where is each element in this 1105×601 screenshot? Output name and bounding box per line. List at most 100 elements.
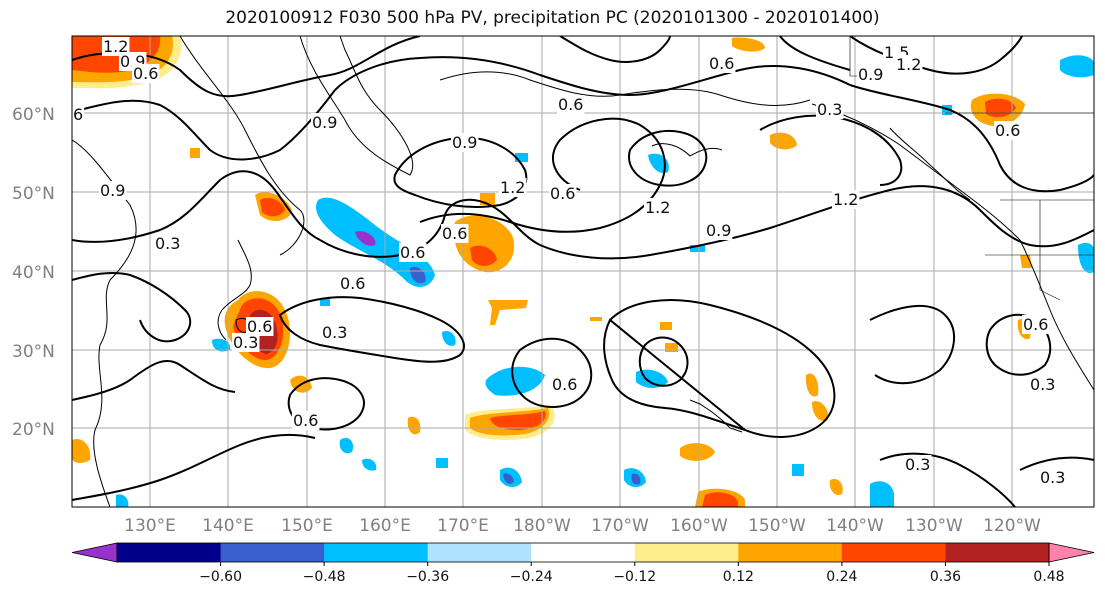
- contour-label-halo: [708, 54, 736, 73]
- contour-label: 0.6: [340, 274, 365, 293]
- contour-label: 0.6: [550, 184, 575, 203]
- lon-label: 150°W: [748, 516, 806, 536]
- contour-label: 0.6: [552, 375, 577, 394]
- contour-label: 0.6: [442, 224, 467, 243]
- contour-label-halo: [232, 333, 260, 352]
- contour-label: 6: [73, 105, 83, 124]
- colorbar-tick-label: −0.36: [406, 569, 449, 585]
- colorbar-segment: [324, 543, 429, 562]
- longitude-labels: 130°E 140°E 150°E 160°E 170°E 180°W 170°…: [124, 516, 1041, 536]
- contour-label: 0.9: [858, 65, 883, 84]
- pv-contours: [72, 36, 1094, 507]
- contour-label: 1.2: [500, 178, 525, 197]
- contour-label-halo: [895, 55, 923, 74]
- lat-label-40n: 40°N: [12, 263, 55, 283]
- lat-label-50n: 50°N: [12, 184, 55, 204]
- contour-label-halo: [557, 95, 585, 114]
- colorbar-segment: [220, 543, 325, 562]
- contour-label-halo: [904, 455, 932, 474]
- lon-label: 130°E: [124, 516, 176, 536]
- contour-label: 0.3: [322, 323, 347, 342]
- lat-label-60n: 60°N: [12, 105, 55, 125]
- lon-label: 140°W: [826, 516, 884, 536]
- contour-label: 0.3: [905, 455, 930, 474]
- lon-label: 120°W: [983, 516, 1041, 536]
- lat-label-30n: 30°N: [12, 342, 55, 362]
- contour-label-halo: [1039, 468, 1067, 487]
- contour-label: 1.2: [645, 198, 670, 217]
- contour-label-halo: [857, 65, 885, 84]
- contour-label: 0.9: [452, 133, 477, 152]
- colorbar-segment: [531, 543, 636, 562]
- contour-label-halo: [1029, 375, 1057, 394]
- contour-label-halo: [832, 190, 860, 209]
- borders: [849, 36, 1094, 301]
- contour-label: 0.6: [995, 121, 1020, 140]
- contour-label: 1.2: [103, 37, 128, 56]
- contour-label-halo: [72, 105, 85, 124]
- lon-label: 140°E: [202, 516, 254, 536]
- lon-label: 130°W: [905, 516, 963, 536]
- colorbar-tick-label: −0.48: [303, 569, 346, 585]
- contour-label: 0.3: [155, 234, 180, 253]
- contour-label-halo: [451, 133, 479, 152]
- colorbar-tick-label: −0.12: [613, 569, 656, 585]
- contour-label-halo: [994, 121, 1022, 140]
- colorbar-tick-label: −0.60: [199, 569, 242, 585]
- colorbar-extend-low: [71, 542, 118, 563]
- lon-label: 170°W: [591, 516, 649, 536]
- contour-label-halo: [292, 411, 320, 430]
- contour-label: 0.9: [100, 181, 125, 200]
- lon-label: 180°W: [513, 516, 571, 536]
- map-frame: [71, 35, 1095, 508]
- colorbar-segment: [738, 543, 843, 562]
- contour-label-halo: [321, 323, 349, 342]
- contour-label-halo: [99, 181, 127, 200]
- contour-label: 0.3: [233, 333, 258, 352]
- contour-label: 0.3: [1030, 375, 1055, 394]
- colorbar-segment: [634, 543, 739, 562]
- contour-label-halo: [816, 100, 844, 119]
- colorbar-tick-label: 0.12: [723, 569, 754, 585]
- contour-label-halo: [499, 178, 527, 197]
- contour-label: 0.6: [1023, 315, 1048, 334]
- colorbar-tick-label: −0.24: [510, 569, 553, 585]
- lat-label-20n: 20°N: [12, 420, 55, 440]
- contour-label-halo: [246, 317, 274, 336]
- colorbar-extend-high: [1048, 542, 1095, 563]
- colorbar-segment: [427, 543, 532, 562]
- contour-label-halo: [551, 375, 579, 394]
- lon-label: 160°E: [359, 516, 411, 536]
- contour-label-halo: [399, 243, 427, 262]
- gridlines: [72, 36, 1094, 507]
- contour-label-halo: [339, 274, 367, 293]
- colorbar: −0.60 −0.48 −0.36 −0.24 −0.12 0.12 0.24 0.36 0.4…: [71, 542, 1095, 585]
- contour-label: 1.2: [896, 55, 921, 74]
- map-title: 2020100912 F030 500 hPa PV, precipitatio…: [225, 8, 880, 28]
- contour-labels: 1.2 0.9 0.6 6 0.9 0.9 0.3 0.6 0.6 0.6 0.…: [72, 37, 1067, 487]
- colorbar-segment: [117, 543, 222, 562]
- contour-label: 0.6: [558, 95, 583, 114]
- contour-label-halo: [154, 234, 182, 253]
- contour-label-halo: [132, 64, 160, 83]
- contour-label-halo: [441, 224, 469, 243]
- contour-label: 0.6: [293, 411, 318, 430]
- contour-label-halo: [102, 37, 130, 56]
- contour-label: 0.3: [1040, 468, 1065, 487]
- contour-label: 0.6: [400, 243, 425, 262]
- contour-label: 0.6: [709, 54, 734, 73]
- contour-label-halo: [311, 113, 339, 132]
- colorbar-outline: [116, 542, 1050, 563]
- contour-label: 1.2: [833, 190, 858, 209]
- contour-label: 0.3: [817, 100, 842, 119]
- lon-label: 170°E: [437, 516, 489, 536]
- lon-label: 160°W: [670, 516, 728, 536]
- colorbar-segment: [841, 543, 946, 562]
- contour-label-halo: [1022, 315, 1050, 334]
- lon-label: 150°E: [281, 516, 333, 536]
- latitude-labels: 60°N 50°N 40°N 30°N 20°N: [12, 105, 55, 440]
- contour-label: 0.9: [312, 113, 337, 132]
- contour-label-halo: [705, 221, 733, 240]
- colorbar-tick-label: 0.24: [826, 569, 857, 585]
